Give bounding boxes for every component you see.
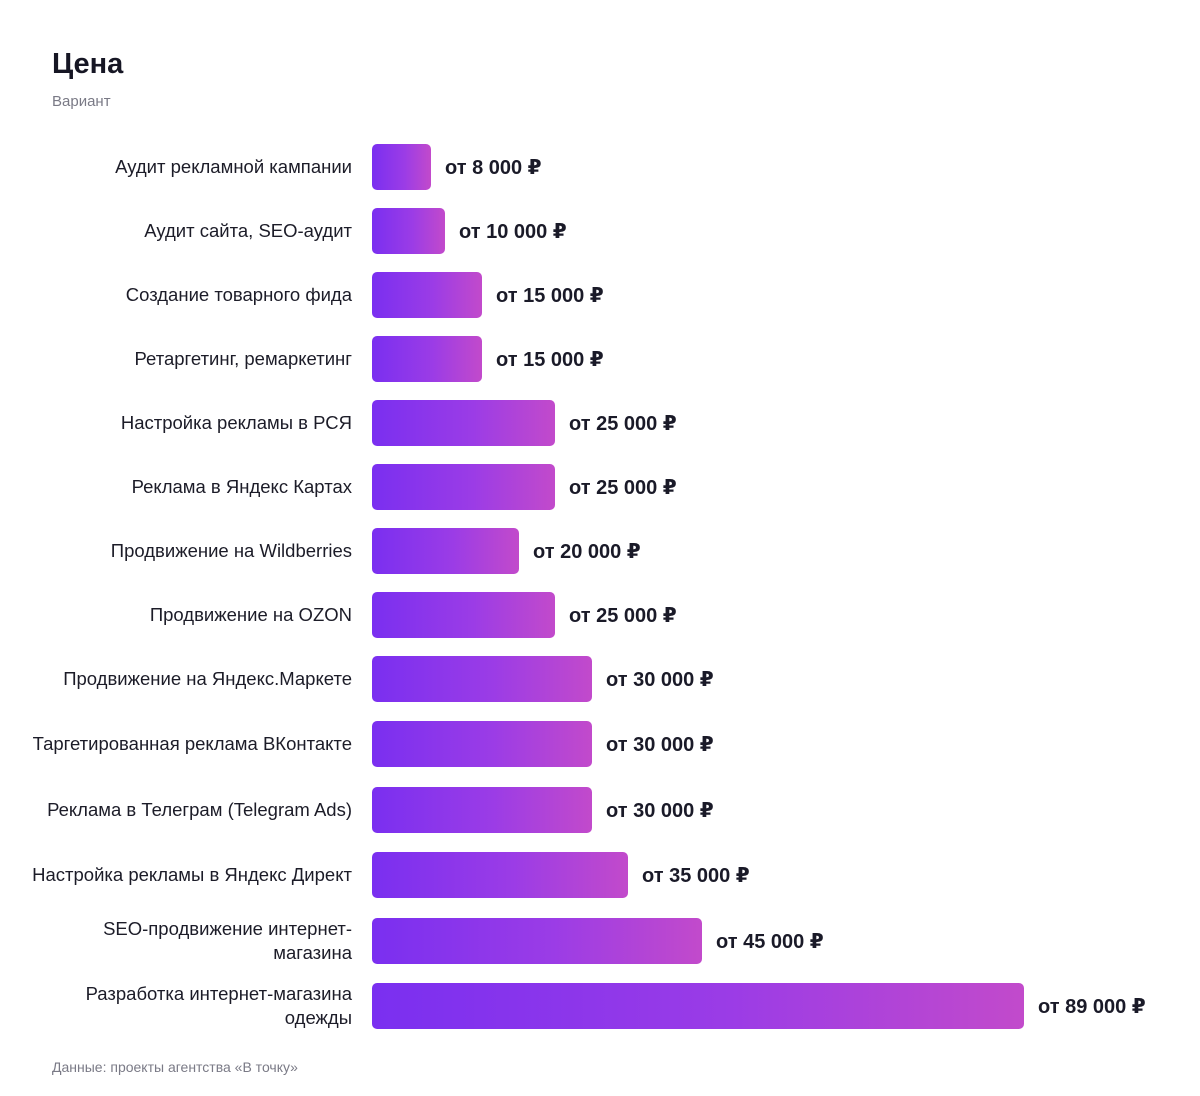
bar bbox=[372, 208, 445, 254]
bar bbox=[372, 918, 702, 964]
category-label: Аудит сайта, SEO-аудит bbox=[144, 220, 352, 241]
category-label: Реклама в Телеграм (Telegram Ads) bbox=[47, 799, 352, 820]
category-label: Ретаргетинг, ремаркетинг bbox=[134, 348, 352, 369]
category-label: Разработка интернет-магазина одежды bbox=[85, 983, 352, 1028]
value-label: от 10 000 ₽ bbox=[459, 220, 567, 243]
value-label: от 15 000 ₽ bbox=[496, 348, 604, 371]
category-label: Настройка рекламы в РСЯ bbox=[120, 412, 352, 433]
chart-source-note: Данные: проекты агентства «В точку» bbox=[52, 1059, 298, 1075]
value-label: от 89 000 ₽ bbox=[1038, 995, 1146, 1018]
bar bbox=[372, 787, 592, 833]
bar bbox=[372, 144, 431, 190]
category-label: Аудит рекламной кампании bbox=[115, 156, 352, 177]
bar bbox=[372, 656, 592, 702]
chart-title: Цена bbox=[52, 48, 124, 80]
category-label: Продвижение на Яндекс.Маркете bbox=[63, 668, 352, 689]
value-label: от 25 000 ₽ bbox=[569, 412, 677, 435]
category-label: Таргетированная реклама ВКонтакте bbox=[32, 733, 352, 754]
bar bbox=[372, 983, 1024, 1029]
value-label: от 45 000 ₽ bbox=[716, 930, 824, 953]
value-label: от 20 000 ₽ bbox=[533, 540, 641, 563]
bar bbox=[372, 852, 628, 898]
category-label: Настройка рекламы в Яндекс Директ bbox=[32, 864, 352, 885]
category-label: Продвижение на Wildberries bbox=[110, 540, 352, 561]
bar bbox=[372, 721, 592, 767]
value-label: от 25 000 ₽ bbox=[569, 604, 677, 627]
category-label: SEO-продвижение интернет-магазина bbox=[103, 918, 352, 963]
bar bbox=[372, 272, 482, 318]
bar bbox=[372, 400, 555, 446]
category-label: Продвижение на OZON bbox=[149, 604, 352, 625]
value-label: от 30 000 ₽ bbox=[606, 733, 714, 756]
chart-subtitle: Вариант bbox=[52, 93, 111, 110]
bar bbox=[372, 528, 519, 574]
value-label: от 25 000 ₽ bbox=[569, 476, 677, 499]
bar bbox=[372, 464, 555, 510]
value-label: от 30 000 ₽ bbox=[606, 668, 714, 691]
value-label: от 15 000 ₽ bbox=[496, 284, 604, 307]
value-label: от 8 000 ₽ bbox=[445, 156, 542, 179]
bar bbox=[372, 336, 482, 382]
category-label: Создание товарного фида bbox=[125, 284, 352, 305]
value-label: от 30 000 ₽ bbox=[606, 799, 714, 822]
value-label: от 35 000 ₽ bbox=[642, 864, 750, 887]
category-label: Реклама в Яндекс Картах bbox=[131, 476, 352, 497]
bar bbox=[372, 592, 555, 638]
